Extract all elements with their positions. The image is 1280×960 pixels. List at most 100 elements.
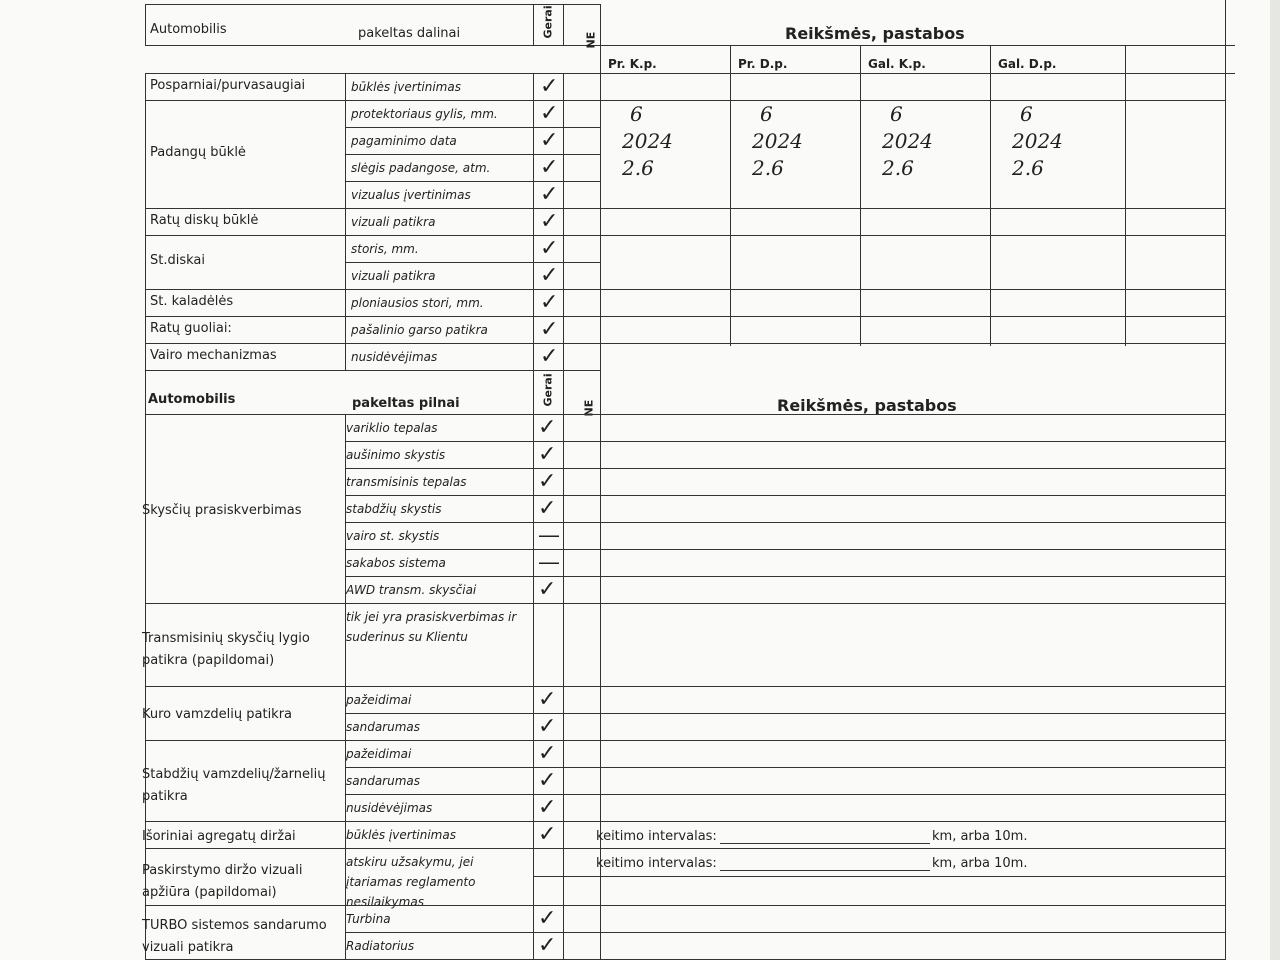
rule bbox=[145, 848, 1225, 850]
rule bbox=[145, 100, 147, 208]
rule bbox=[145, 740, 1225, 742]
ok-checkmark[interactable]: ✓ bbox=[540, 209, 559, 234]
handwritten-value[interactable]: 6 bbox=[890, 102, 903, 126]
ok-checkmark[interactable]: — bbox=[538, 523, 560, 548]
row-sublabel: pažeidimai bbox=[346, 693, 412, 707]
row-label: Transmisinių skysčių lygio patikra (papi… bbox=[142, 630, 310, 668]
rule bbox=[145, 4, 147, 45]
ok-checkmark[interactable]: ✓ bbox=[538, 714, 557, 739]
rule bbox=[533, 876, 1225, 878]
ok-checkmark[interactable]: ✓ bbox=[540, 128, 559, 153]
rule bbox=[145, 235, 600, 237]
ok-checkmark[interactable]: ✓ bbox=[538, 933, 557, 958]
rule bbox=[990, 45, 992, 346]
rule bbox=[563, 343, 565, 370]
ok-checkmark[interactable]: ✓ bbox=[540, 290, 559, 315]
rule bbox=[345, 181, 600, 183]
row-label: Stabdžių vamzdelių/žarnelių patikra bbox=[142, 766, 326, 804]
handwritten-value[interactable]: 2.6 bbox=[752, 156, 784, 180]
ok-checkmark[interactable]: ✓ bbox=[538, 822, 557, 847]
handwritten-value[interactable]: 2024 bbox=[882, 129, 933, 153]
handwritten-value[interactable]: 2024 bbox=[752, 129, 803, 153]
rule bbox=[345, 208, 347, 235]
row-label: Kuro vamzdelių patikra bbox=[142, 707, 293, 722]
handwritten-value[interactable]: 6 bbox=[630, 102, 643, 126]
ok-checkmark[interactable]: ✓ bbox=[538, 795, 557, 820]
row-label: Paskirstymo diržo vizuali apžiūra (papil… bbox=[142, 862, 303, 900]
ok-checkmark[interactable]: ✓ bbox=[540, 182, 559, 207]
rule bbox=[533, 289, 535, 316]
row-sublabel: vizualus įvertinimas bbox=[351, 188, 471, 202]
rule bbox=[533, 370, 535, 960]
ok-checkmark[interactable]: ✓ bbox=[538, 469, 557, 494]
row-sublabel: aušinimo skystis bbox=[346, 448, 446, 462]
row-label: St. kaladėlės bbox=[150, 293, 234, 309]
row-sublabel: pagaminimo data bbox=[351, 134, 457, 148]
rule bbox=[533, 100, 535, 208]
row-sublabel: Radiatorius bbox=[346, 939, 415, 953]
handwritten-value[interactable]: 2.6 bbox=[622, 156, 654, 180]
remarks-header: Reikšmės, pastabos bbox=[785, 24, 965, 43]
ok-checkmark[interactable]: — bbox=[538, 550, 560, 575]
row-sublabel: būklės įvertinimas bbox=[351, 80, 461, 94]
row-sublabel: vairo st. skystis bbox=[346, 529, 440, 543]
handwritten-value[interactable]: 2024 bbox=[622, 129, 673, 153]
ok-checkmark[interactable]: ✓ bbox=[538, 415, 557, 440]
rule bbox=[345, 495, 1225, 497]
ok-checkmark[interactable]: ✓ bbox=[538, 768, 557, 793]
rule bbox=[145, 821, 1225, 823]
row-label: Posparniai/purvasaugiai bbox=[150, 77, 306, 93]
row-sublabel: atskiru užsakymu, jei įtariamas reglamen… bbox=[346, 855, 476, 909]
ok-checkmark[interactable]: ✓ bbox=[538, 906, 557, 931]
ok-checkmark[interactable]: ✓ bbox=[540, 155, 559, 180]
rule bbox=[145, 370, 147, 960]
remarks-header: Reikšmės, pastabos bbox=[777, 396, 957, 415]
ok-checkmark[interactable]: ✓ bbox=[538, 496, 557, 521]
row-label: Padangų būklė bbox=[150, 145, 246, 160]
rule bbox=[345, 154, 600, 156]
section2-title: Automobilis bbox=[148, 392, 236, 407]
row-sublabel: protektoriaus gylis, mm. bbox=[351, 107, 498, 121]
rule bbox=[145, 686, 1225, 688]
handwritten-value[interactable]: 2.6 bbox=[1012, 156, 1044, 180]
rule bbox=[345, 262, 600, 264]
row-sublabel: stabdžių skystis bbox=[346, 502, 442, 516]
rule bbox=[145, 343, 600, 345]
ok-checkmark[interactable]: ✓ bbox=[540, 263, 559, 288]
ok-checkmark[interactable]: ✓ bbox=[540, 74, 559, 99]
rule bbox=[345, 127, 600, 129]
col-no-header: NE bbox=[584, 31, 598, 49]
rule bbox=[145, 289, 600, 291]
handwritten-value[interactable]: 2.6 bbox=[882, 156, 914, 180]
rule bbox=[345, 316, 347, 343]
rule bbox=[563, 73, 565, 100]
ok-checkmark[interactable]: ✓ bbox=[538, 577, 557, 602]
handwritten-value[interactable]: 6 bbox=[1020, 102, 1033, 126]
rule bbox=[145, 603, 1225, 605]
ok-checkmark[interactable]: ✓ bbox=[540, 101, 559, 126]
ok-checkmark[interactable]: ✓ bbox=[540, 344, 559, 369]
handwritten-value[interactable]: 6 bbox=[760, 102, 773, 126]
rule bbox=[563, 208, 565, 235]
col-ok-header: Gerai bbox=[541, 5, 555, 39]
ok-checkmark[interactable]: ✓ bbox=[538, 687, 557, 712]
ok-checkmark[interactable]: ✓ bbox=[538, 741, 557, 766]
rule bbox=[345, 100, 347, 208]
wheel-col-header: Pr. K.p. bbox=[608, 57, 657, 71]
row-sublabel: nusidėvėjimas bbox=[346, 801, 433, 815]
section1-subtitle: pakeltas dalinai bbox=[358, 26, 461, 41]
section1-title: Automobilis bbox=[150, 22, 227, 37]
handwritten-value[interactable]: 2024 bbox=[1012, 129, 1063, 153]
ok-checkmark[interactable]: ✓ bbox=[540, 236, 559, 261]
rule bbox=[533, 235, 535, 289]
ok-checkmark[interactable]: ✓ bbox=[538, 442, 557, 467]
rule bbox=[145, 370, 600, 372]
rule bbox=[345, 713, 1225, 715]
row-sublabel: ploniausios stori, mm. bbox=[351, 296, 484, 310]
rule bbox=[563, 316, 565, 343]
rule bbox=[345, 740, 347, 821]
rule bbox=[720, 843, 930, 845]
rule bbox=[145, 316, 147, 343]
rule bbox=[145, 45, 600, 47]
ok-checkmark[interactable]: ✓ bbox=[540, 317, 559, 342]
